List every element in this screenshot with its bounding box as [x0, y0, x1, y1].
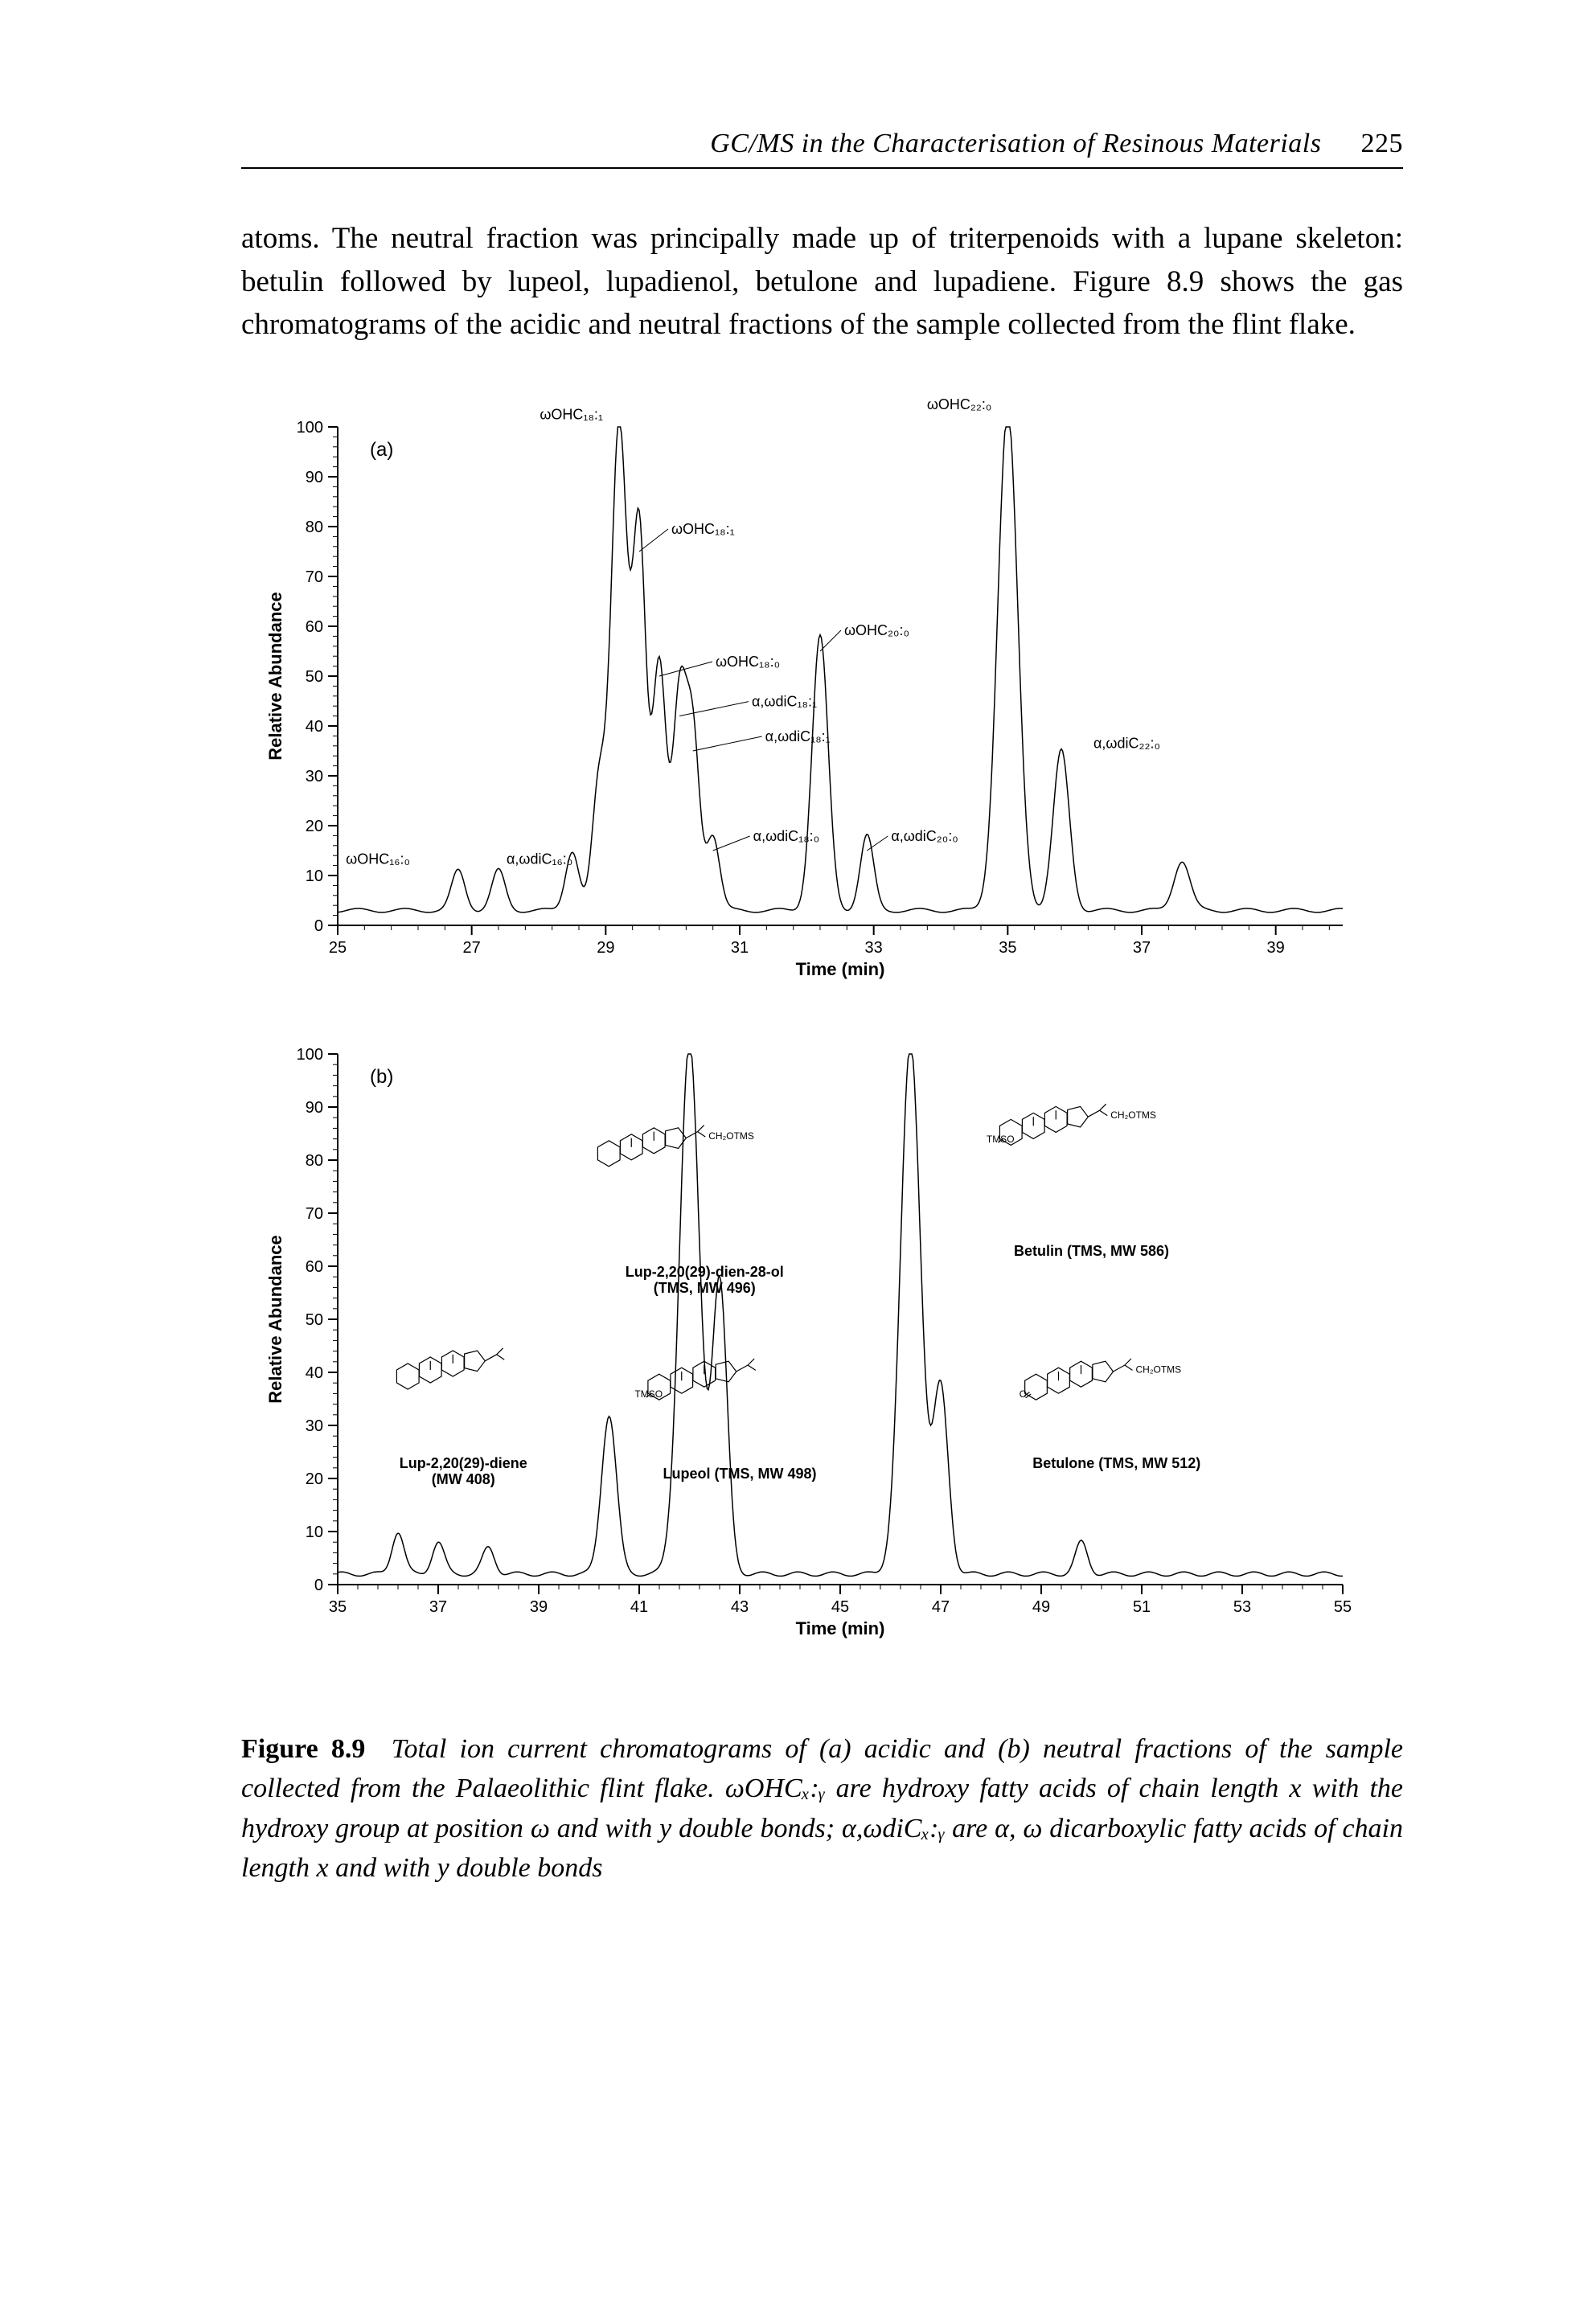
- svg-text:70: 70: [306, 568, 323, 586]
- svg-text:30: 30: [306, 1417, 323, 1435]
- svg-text:70: 70: [306, 1205, 323, 1223]
- svg-text:α,ωdiC₂₂:₀: α,ωdiC₂₂:₀: [1093, 736, 1160, 752]
- svg-text:Betulone (TMS, MW 512): Betulone (TMS, MW 512): [1032, 1455, 1200, 1471]
- svg-text:ωOHC₂₀:₀: ωOHC₂₀:₀: [844, 622, 909, 638]
- figure-8-9: 01020304050607080901002527293133353739Ti…: [241, 395, 1403, 1681]
- svg-text:Time (min): Time (min): [796, 959, 885, 979]
- svg-text:Relative Abundance: Relative Abundance: [265, 592, 285, 760]
- svg-text:Lup-2,20(29)-dien-28-ol: Lup-2,20(29)-dien-28-ol: [626, 1264, 784, 1280]
- svg-text:41: 41: [630, 1598, 648, 1616]
- svg-text:33: 33: [865, 939, 883, 957]
- running-head: GC/MS in the Characterisation of Resinou…: [241, 129, 1403, 159]
- svg-text:α,ωdiC₁₈:₁: α,ωdiC₁₈:₁: [765, 728, 831, 744]
- svg-text:25: 25: [329, 939, 347, 957]
- svg-text:Lup-2,20(29)-diene: Lup-2,20(29)-diene: [400, 1455, 527, 1471]
- body-paragraph: atoms. The neutral fraction was principa…: [241, 217, 1403, 347]
- svg-text:90: 90: [306, 1099, 323, 1117]
- svg-text:TMSO: TMSO: [987, 1134, 1015, 1145]
- svg-text:80: 80: [306, 519, 323, 536]
- svg-text:60: 60: [306, 618, 323, 636]
- svg-text:ωOHC₁₈:₀: ωOHC₁₈:₀: [716, 654, 780, 670]
- svg-text:ωOHC₂₂:₀: ωOHC₂₂:₀: [927, 396, 992, 412]
- svg-text:40: 40: [306, 1364, 323, 1382]
- svg-text:TMSO: TMSO: [634, 1388, 663, 1400]
- svg-text:ωOHC₁₆:₀: ωOHC₁₆:₀: [346, 851, 410, 867]
- svg-text:ωOHC₁₈:₁: ωOHC₁₈:₁: [671, 521, 735, 537]
- svg-text:(a): (a): [370, 439, 393, 461]
- svg-text:Relative Abundance: Relative Abundance: [265, 1235, 285, 1403]
- svg-text:51: 51: [1133, 1598, 1151, 1616]
- svg-text:20: 20: [306, 1470, 323, 1488]
- svg-text:50: 50: [306, 1311, 323, 1329]
- svg-text:27: 27: [463, 939, 481, 957]
- svg-text:10: 10: [306, 1523, 323, 1541]
- page-number: 225: [1361, 129, 1404, 158]
- svg-text:α,ωdiC₂₀:₀: α,ωdiC₂₀:₀: [891, 828, 958, 844]
- svg-text:35: 35: [329, 1598, 347, 1616]
- svg-text:(MW 408): (MW 408): [432, 1471, 495, 1487]
- svg-text:CH₂OTMS: CH₂OTMS: [1136, 1364, 1182, 1376]
- svg-text:100: 100: [297, 1046, 323, 1064]
- svg-text:37: 37: [429, 1598, 447, 1616]
- svg-text:53: 53: [1233, 1598, 1251, 1616]
- svg-text:80: 80: [306, 1152, 323, 1170]
- svg-text:37: 37: [1133, 939, 1151, 957]
- svg-text:α,ωdiC₁₈:₀: α,ωdiC₁₈:₀: [753, 828, 819, 844]
- svg-text:43: 43: [731, 1598, 749, 1616]
- svg-text:CH₂OTMS: CH₂OTMS: [1110, 1109, 1156, 1121]
- svg-text:47: 47: [932, 1598, 950, 1616]
- figure-caption: Figure 8.9 Total ion current chromatogra…: [241, 1729, 1403, 1888]
- svg-text:20: 20: [306, 818, 323, 835]
- svg-text:40: 40: [306, 718, 323, 736]
- svg-text:29: 29: [597, 939, 614, 957]
- svg-text:10: 10: [306, 867, 323, 885]
- svg-text:30: 30: [306, 768, 323, 785]
- svg-text:50: 50: [306, 668, 323, 686]
- svg-text:α,ωdiC₁₈:₁: α,ωdiC₁₈:₁: [752, 694, 817, 710]
- svg-text:Lupeol (TMS, MW 498): Lupeol (TMS, MW 498): [663, 1466, 817, 1482]
- svg-text:35: 35: [999, 939, 1016, 957]
- svg-text:90: 90: [306, 469, 323, 486]
- svg-text:α,ωdiC₁₆:₀: α,ωdiC₁₆:₀: [507, 851, 572, 867]
- svg-text:31: 31: [731, 939, 749, 957]
- svg-text:39: 39: [1267, 939, 1285, 957]
- svg-text:Time (min): Time (min): [796, 1618, 885, 1638]
- svg-text:0: 0: [314, 917, 323, 935]
- caption-lead: Figure 8.9: [241, 1734, 365, 1764]
- svg-text:0: 0: [314, 1577, 323, 1594]
- header-rule: [241, 167, 1403, 169]
- svg-text:39: 39: [530, 1598, 548, 1616]
- caption-text: Total ion current chromatograms of (a) a…: [241, 1734, 1403, 1883]
- svg-text:100: 100: [297, 419, 323, 437]
- svg-text:ωOHC₁₈:₁: ωOHC₁₈:₁: [540, 406, 603, 422]
- svg-text:45: 45: [831, 1598, 849, 1616]
- svg-text:CH₂OTMS: CH₂OTMS: [708, 1130, 754, 1142]
- svg-text:55: 55: [1334, 1598, 1352, 1616]
- svg-text:(TMS, MW 496): (TMS, MW 496): [654, 1280, 756, 1296]
- svg-text:O: O: [1020, 1388, 1027, 1400]
- running-title: GC/MS in the Characterisation of Resinou…: [710, 129, 1321, 158]
- svg-text:(b): (b): [370, 1066, 393, 1088]
- svg-text:49: 49: [1032, 1598, 1050, 1616]
- svg-text:60: 60: [306, 1258, 323, 1276]
- svg-text:Betulin (TMS, MW 586): Betulin (TMS, MW 586): [1014, 1243, 1169, 1259]
